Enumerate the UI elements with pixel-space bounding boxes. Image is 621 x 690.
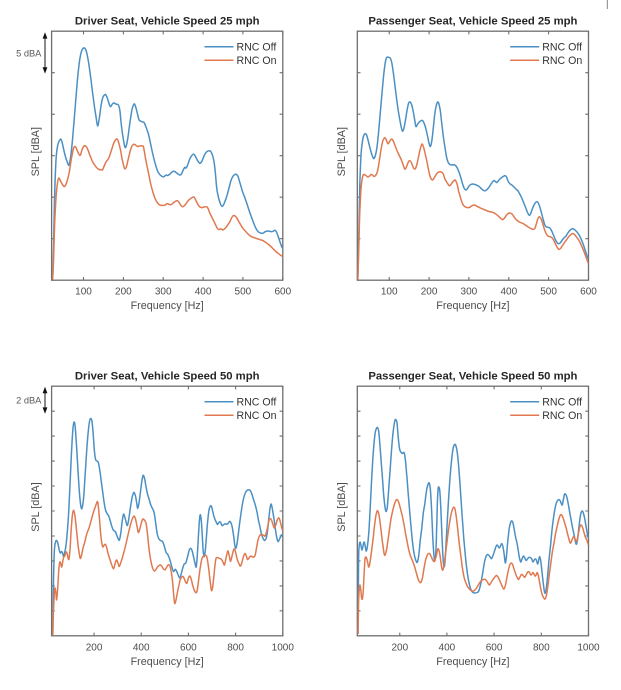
svg-text:RNC Off: RNC Off — [237, 41, 277, 53]
svg-text:200: 200 — [421, 287, 438, 298]
svg-text:200: 200 — [86, 642, 103, 653]
svg-text:800: 800 — [227, 642, 244, 653]
svg-text:Frequency [Hz]: Frequency [Hz] — [436, 300, 509, 312]
svg-text:500: 500 — [540, 287, 557, 298]
svg-text:RNC Off: RNC Off — [542, 396, 582, 408]
svg-text:RNC Off: RNC Off — [542, 41, 582, 53]
svg-text:SPL [dBA]: SPL [dBA] — [336, 482, 348, 531]
svg-text:RNC Off: RNC Off — [237, 396, 277, 408]
svg-text:100: 100 — [75, 287, 92, 298]
svg-text:Frequency [Hz]: Frequency [Hz] — [131, 656, 204, 668]
svg-text:Frequency [Hz]: Frequency [Hz] — [131, 300, 204, 312]
svg-text:600: 600 — [274, 287, 291, 298]
svg-text:5 dBA: 5 dBA — [16, 48, 42, 58]
svg-text:600: 600 — [180, 642, 197, 653]
svg-text:800: 800 — [533, 642, 550, 653]
svg-text:Driver Seat, Vehicle Speed 25: Driver Seat, Vehicle Speed 25 mph — [75, 16, 260, 28]
svg-text:2 dBA: 2 dBA — [16, 396, 42, 406]
svg-text:600: 600 — [580, 287, 597, 298]
svg-text:RNC On: RNC On — [542, 55, 582, 67]
svg-text:1000: 1000 — [577, 642, 600, 653]
svg-text:1000: 1000 — [272, 642, 295, 653]
svg-text:400: 400 — [500, 287, 517, 298]
svg-text:Frequency [Hz]: Frequency [Hz] — [436, 656, 509, 668]
svg-text:500: 500 — [235, 287, 252, 298]
svg-text:RNC On: RNC On — [237, 55, 277, 67]
svg-text:400: 400 — [195, 287, 212, 298]
svg-text:Driver Seat, Vehicle Speed 50: Driver Seat, Vehicle Speed 50 mph — [75, 371, 260, 383]
svg-text:300: 300 — [155, 287, 172, 298]
svg-text:300: 300 — [461, 287, 478, 298]
svg-text:400: 400 — [133, 642, 150, 653]
svg-text:Passenger Seat, Vehicle Speed: Passenger Seat, Vehicle Speed 50 mph — [368, 371, 577, 383]
svg-text:SPL [dBA]: SPL [dBA] — [336, 127, 348, 176]
svg-text:RNC On: RNC On — [542, 410, 582, 422]
svg-text:100: 100 — [381, 287, 398, 298]
svg-text:SPL [dBA]: SPL [dBA] — [30, 482, 42, 531]
svg-text:400: 400 — [439, 642, 456, 653]
svg-text:SPL [dBA]: SPL [dBA] — [30, 127, 42, 176]
svg-text:RNC On: RNC On — [237, 410, 277, 422]
svg-text:Passenger Seat, Vehicle Speed: Passenger Seat, Vehicle Speed 25 mph — [368, 16, 577, 28]
svg-text:200: 200 — [115, 287, 132, 298]
svg-text:600: 600 — [486, 642, 503, 653]
svg-text:200: 200 — [391, 642, 408, 653]
